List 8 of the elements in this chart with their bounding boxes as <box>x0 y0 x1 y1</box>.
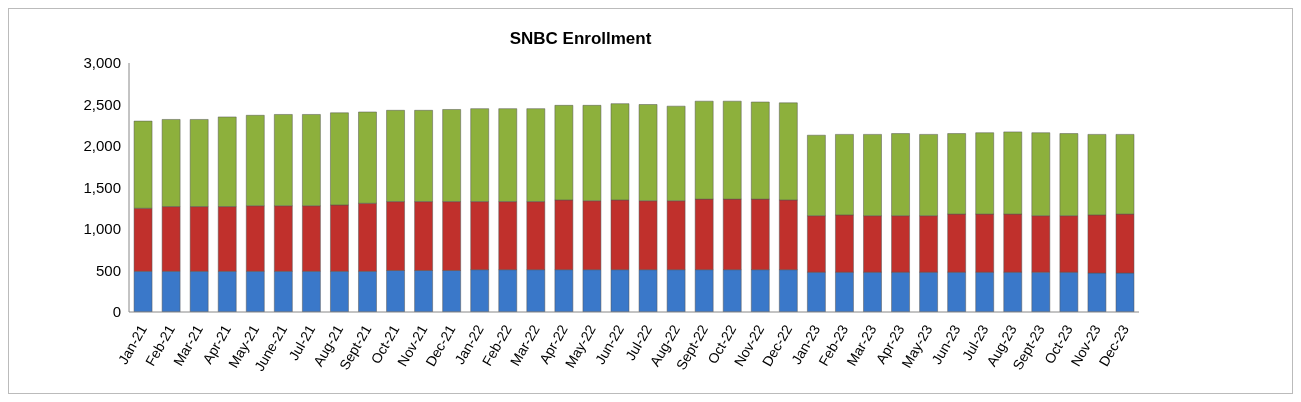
y-tick-label: 2,000 <box>83 137 121 155</box>
y-tick-label: 1,000 <box>83 220 121 238</box>
y-tick-label: 3,000 <box>83 54 121 72</box>
y-tick-label: 1,500 <box>83 178 121 196</box>
y-tick-label: 0 <box>112 303 121 321</box>
chart-title: SNBC Enrollment <box>508 29 653 49</box>
y-tick-label: 2,500 <box>83 95 121 113</box>
y-tick-label: 500 <box>95 261 121 279</box>
